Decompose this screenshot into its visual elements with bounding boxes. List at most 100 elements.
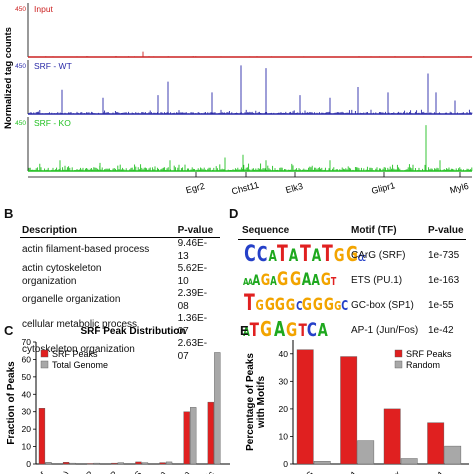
track-signal xyxy=(29,51,473,57)
bar xyxy=(45,462,52,465)
y-tick-label: 40 xyxy=(279,349,289,359)
y-tick-label: 40 xyxy=(22,389,32,399)
motif-tf: ETS (PU.1) xyxy=(351,275,403,286)
y-tick-label: 70 xyxy=(22,337,32,347)
y-tick-label: 10 xyxy=(22,442,32,452)
bar xyxy=(69,462,76,465)
track-name: SRF - KO xyxy=(34,118,71,128)
track-signal xyxy=(28,125,473,171)
bar xyxy=(357,440,375,465)
pvalue-header: P-value xyxy=(159,225,220,238)
go-term: cellular metabolic process xyxy=(22,319,138,331)
go-term: actin filament-based process xyxy=(22,244,150,256)
list-item: TGGGGCGGGGC GC-box (SP1) 1e-55 xyxy=(238,292,470,318)
bar xyxy=(400,458,418,465)
table-row: actin filament-based process 9.46E-13 xyxy=(20,238,220,264)
legend-swatch xyxy=(40,349,49,358)
motif-pvalue: 1e-55 xyxy=(428,300,454,311)
bar xyxy=(296,349,314,465)
bar xyxy=(190,407,197,465)
bar xyxy=(141,462,149,465)
motif-tf: AP-1 (Jun/Fos) xyxy=(351,325,419,336)
x-tick-label: .1 xyxy=(347,469,359,474)
gene-label: Chst11 xyxy=(230,180,259,197)
bar xyxy=(62,462,70,465)
chart-title: SRF Peak Distribution xyxy=(80,326,185,337)
motif-tf: GC-box (SP1) xyxy=(351,300,414,311)
track-ymax: 450 xyxy=(15,120,26,127)
x-tick-label: in xyxy=(156,469,168,474)
y-tick-label: 0 xyxy=(283,459,288,469)
y-tick-label: 50 xyxy=(22,372,32,382)
bar xyxy=(340,356,358,465)
bar xyxy=(207,401,214,465)
x-tick-label: S xyxy=(132,469,144,474)
gene-label: Glipr1 xyxy=(370,180,396,196)
legend-label: SRF Peaks xyxy=(406,349,452,359)
legend-label: SRF Peaks xyxy=(52,349,98,359)
go-term: organelle organization xyxy=(22,294,121,306)
bar xyxy=(93,462,100,465)
x-tick-label: on xyxy=(178,469,192,474)
y-tick-label: 20 xyxy=(22,424,32,434)
genome-tracks: Normalized tag counts Input 450 SRF - WT 45… xyxy=(3,3,473,197)
sequence-header: Sequence xyxy=(242,225,290,236)
gene-label: Egr2 xyxy=(185,181,206,196)
y-tick-label: 0 xyxy=(26,459,31,469)
y-axis-label: with Motifs xyxy=(256,375,267,429)
go-pvalue: 2.39E-08 xyxy=(177,288,208,312)
go-table: Description P-value actin filament-based… xyxy=(20,225,220,363)
bar xyxy=(165,461,173,465)
track-name: Input xyxy=(34,4,54,14)
motif-pvalue: 1e-735 xyxy=(428,250,460,261)
bar xyxy=(427,422,445,465)
bar xyxy=(159,462,166,465)
bar xyxy=(183,411,190,465)
gene-label: Myl6 xyxy=(449,181,470,196)
x-tick-label: R xyxy=(108,469,120,474)
go-pvalue: 1.36E-07 xyxy=(177,313,208,337)
gene-label: Elk3 xyxy=(284,181,304,195)
motif-tf: CArG (SRF) xyxy=(351,250,406,261)
legend-swatch xyxy=(394,360,403,369)
bar xyxy=(313,461,331,465)
bar xyxy=(117,462,124,465)
motif-pvalue: 1e-163 xyxy=(428,275,460,286)
table-row: cytoskeleton organization 2.63E-07 xyxy=(20,338,220,363)
track-ymax: 450 xyxy=(15,6,26,13)
sequence-logo: AAAGAG G AAGT xyxy=(242,268,336,290)
motif-pvalue: 1e-42 xyxy=(428,325,454,336)
x-tick-label: er xyxy=(35,469,48,474)
x-tick-label: rG xyxy=(302,469,316,474)
motif-pvalue-header: P-value xyxy=(428,225,464,236)
panel-label-d: D xyxy=(229,206,239,221)
description-header: Description xyxy=(20,225,160,238)
bar xyxy=(38,408,46,465)
y-axis-label: Fraction of Peaks xyxy=(6,361,17,445)
motif-header: Motif (TF) xyxy=(351,225,397,236)
tracks-ylabel: Normalized tag counts xyxy=(3,27,14,129)
y-tick-label: 10 xyxy=(279,431,289,441)
x-tick-label: b) xyxy=(59,469,72,474)
track-name: SRF - WT xyxy=(34,61,72,71)
go-pvalue: 9.46E-13 xyxy=(177,238,208,262)
list-item: AAAGAG G AAGT ETS (PU.1) 1e-163 xyxy=(238,267,470,293)
x-tick-label: ox xyxy=(389,468,403,474)
y-tick-label: 30 xyxy=(279,376,289,386)
bar xyxy=(135,461,142,465)
list-item: C CATATAT G GCC CArG (SRF) 1e-735 xyxy=(238,242,470,268)
x-tick-label: -1 xyxy=(434,469,447,474)
sequence-logo: TGGGGCGGGGC xyxy=(243,291,348,316)
go-pvalue: 2.63E-07 xyxy=(177,338,208,362)
legend-label: Total Genome xyxy=(52,360,108,370)
bar xyxy=(111,462,118,465)
track-signal xyxy=(28,65,473,114)
panel-label-c: C xyxy=(4,323,14,338)
panel-label-e: E xyxy=(240,323,249,338)
y-axis-label: Percentage of Peaks xyxy=(245,353,256,451)
header-rule xyxy=(238,239,466,240)
go-term: cytoskeleton organization xyxy=(22,344,135,356)
srf-peak-distribution-chart: SRF Peak Distribution 0 10 20 30 40 50 60 70 Frac… xyxy=(6,326,230,474)
legend-swatch xyxy=(40,360,49,369)
